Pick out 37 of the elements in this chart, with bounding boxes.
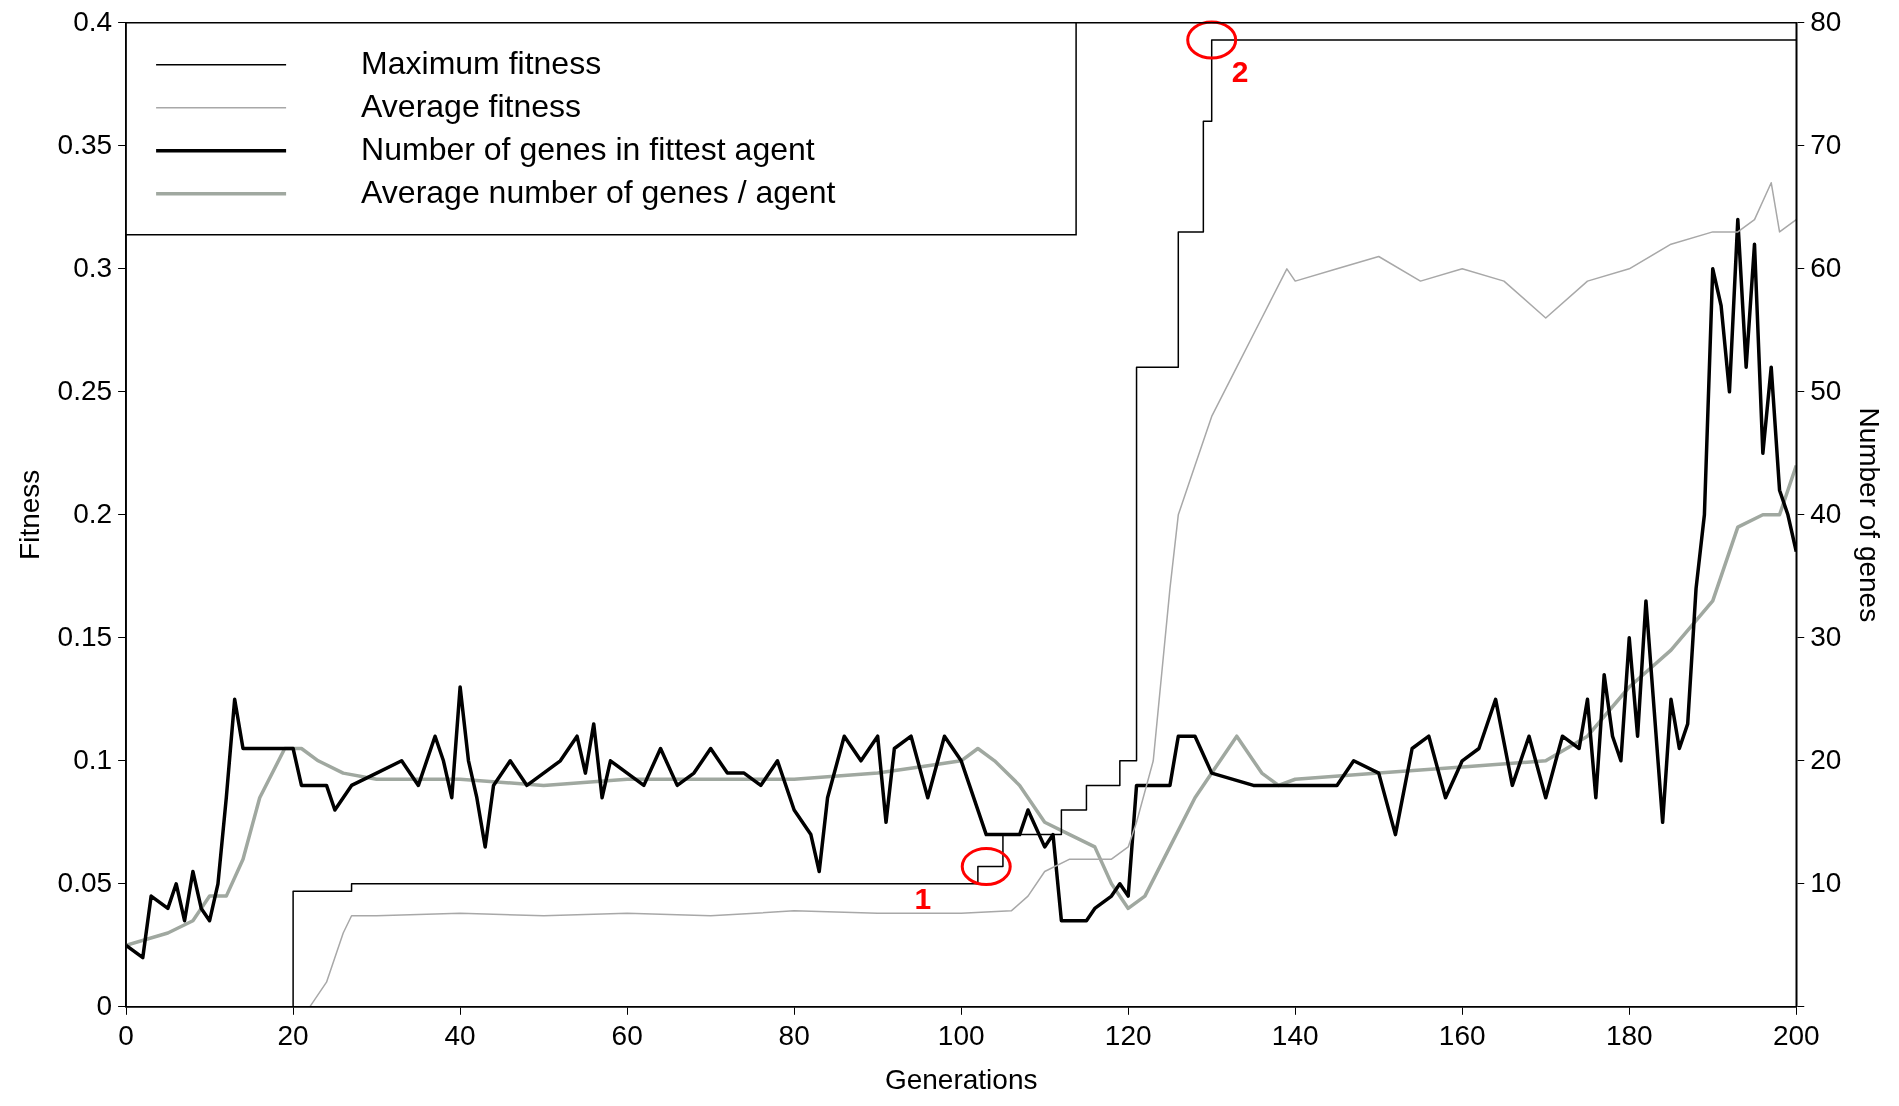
x-tick-label: 20: [277, 1020, 309, 1052]
y-tick-label: 0.35: [57, 128, 113, 160]
x-tick-label: 60: [611, 1020, 643, 1052]
y2-tick-label: 10: [1810, 866, 1842, 898]
legend-label: Maximum fitness: [361, 44, 602, 81]
x-tick-label: 140: [1271, 1020, 1319, 1052]
y-tick-label: 0.4: [73, 5, 113, 37]
x-tick-label: 100: [937, 1020, 985, 1052]
y-tick-label: 0.05: [57, 866, 113, 898]
y2-tick-label: 20: [1810, 743, 1842, 775]
x-tick-label: 120: [1104, 1020, 1152, 1052]
x-tick-label: 180: [1605, 1020, 1653, 1052]
x-tick-label: 80: [778, 1020, 810, 1052]
legend-label: Average fitness: [361, 87, 582, 124]
y2-tick-label: 50: [1810, 374, 1842, 406]
x-axis-title: Generations: [884, 1063, 1038, 1095]
y2-tick-label: 40: [1810, 497, 1842, 529]
y2-tick-label: 30: [1810, 620, 1842, 652]
annotation: 2: [1231, 55, 1249, 89]
legend-label: Average number of genes / agent: [361, 173, 836, 210]
y-axis-title: Fitness: [13, 469, 45, 560]
annotation: 1: [914, 881, 932, 915]
y-tick-label: 0.1: [73, 743, 113, 775]
y2-tick-label: 70: [1810, 128, 1842, 160]
y2-tick-label: 80: [1810, 5, 1842, 37]
x-tick-label: 200: [1772, 1020, 1820, 1052]
y2-tick-label: 60: [1810, 251, 1842, 283]
y-tick-label: 0.25: [57, 374, 113, 406]
legend-label: Number of genes in fittest agent: [361, 130, 815, 167]
x-tick-label: 0: [118, 1020, 134, 1052]
y-tick-label: 0.3: [73, 251, 113, 283]
y-tick-label: 0.2: [73, 497, 113, 529]
y-tick-label: 0: [96, 989, 113, 1021]
y-tick-label: 0.15: [57, 620, 113, 652]
x-tick-label: 160: [1438, 1020, 1486, 1052]
x-tick-label: 40: [444, 1020, 476, 1052]
y2-axis-title: Number of genes: [1854, 407, 1886, 623]
